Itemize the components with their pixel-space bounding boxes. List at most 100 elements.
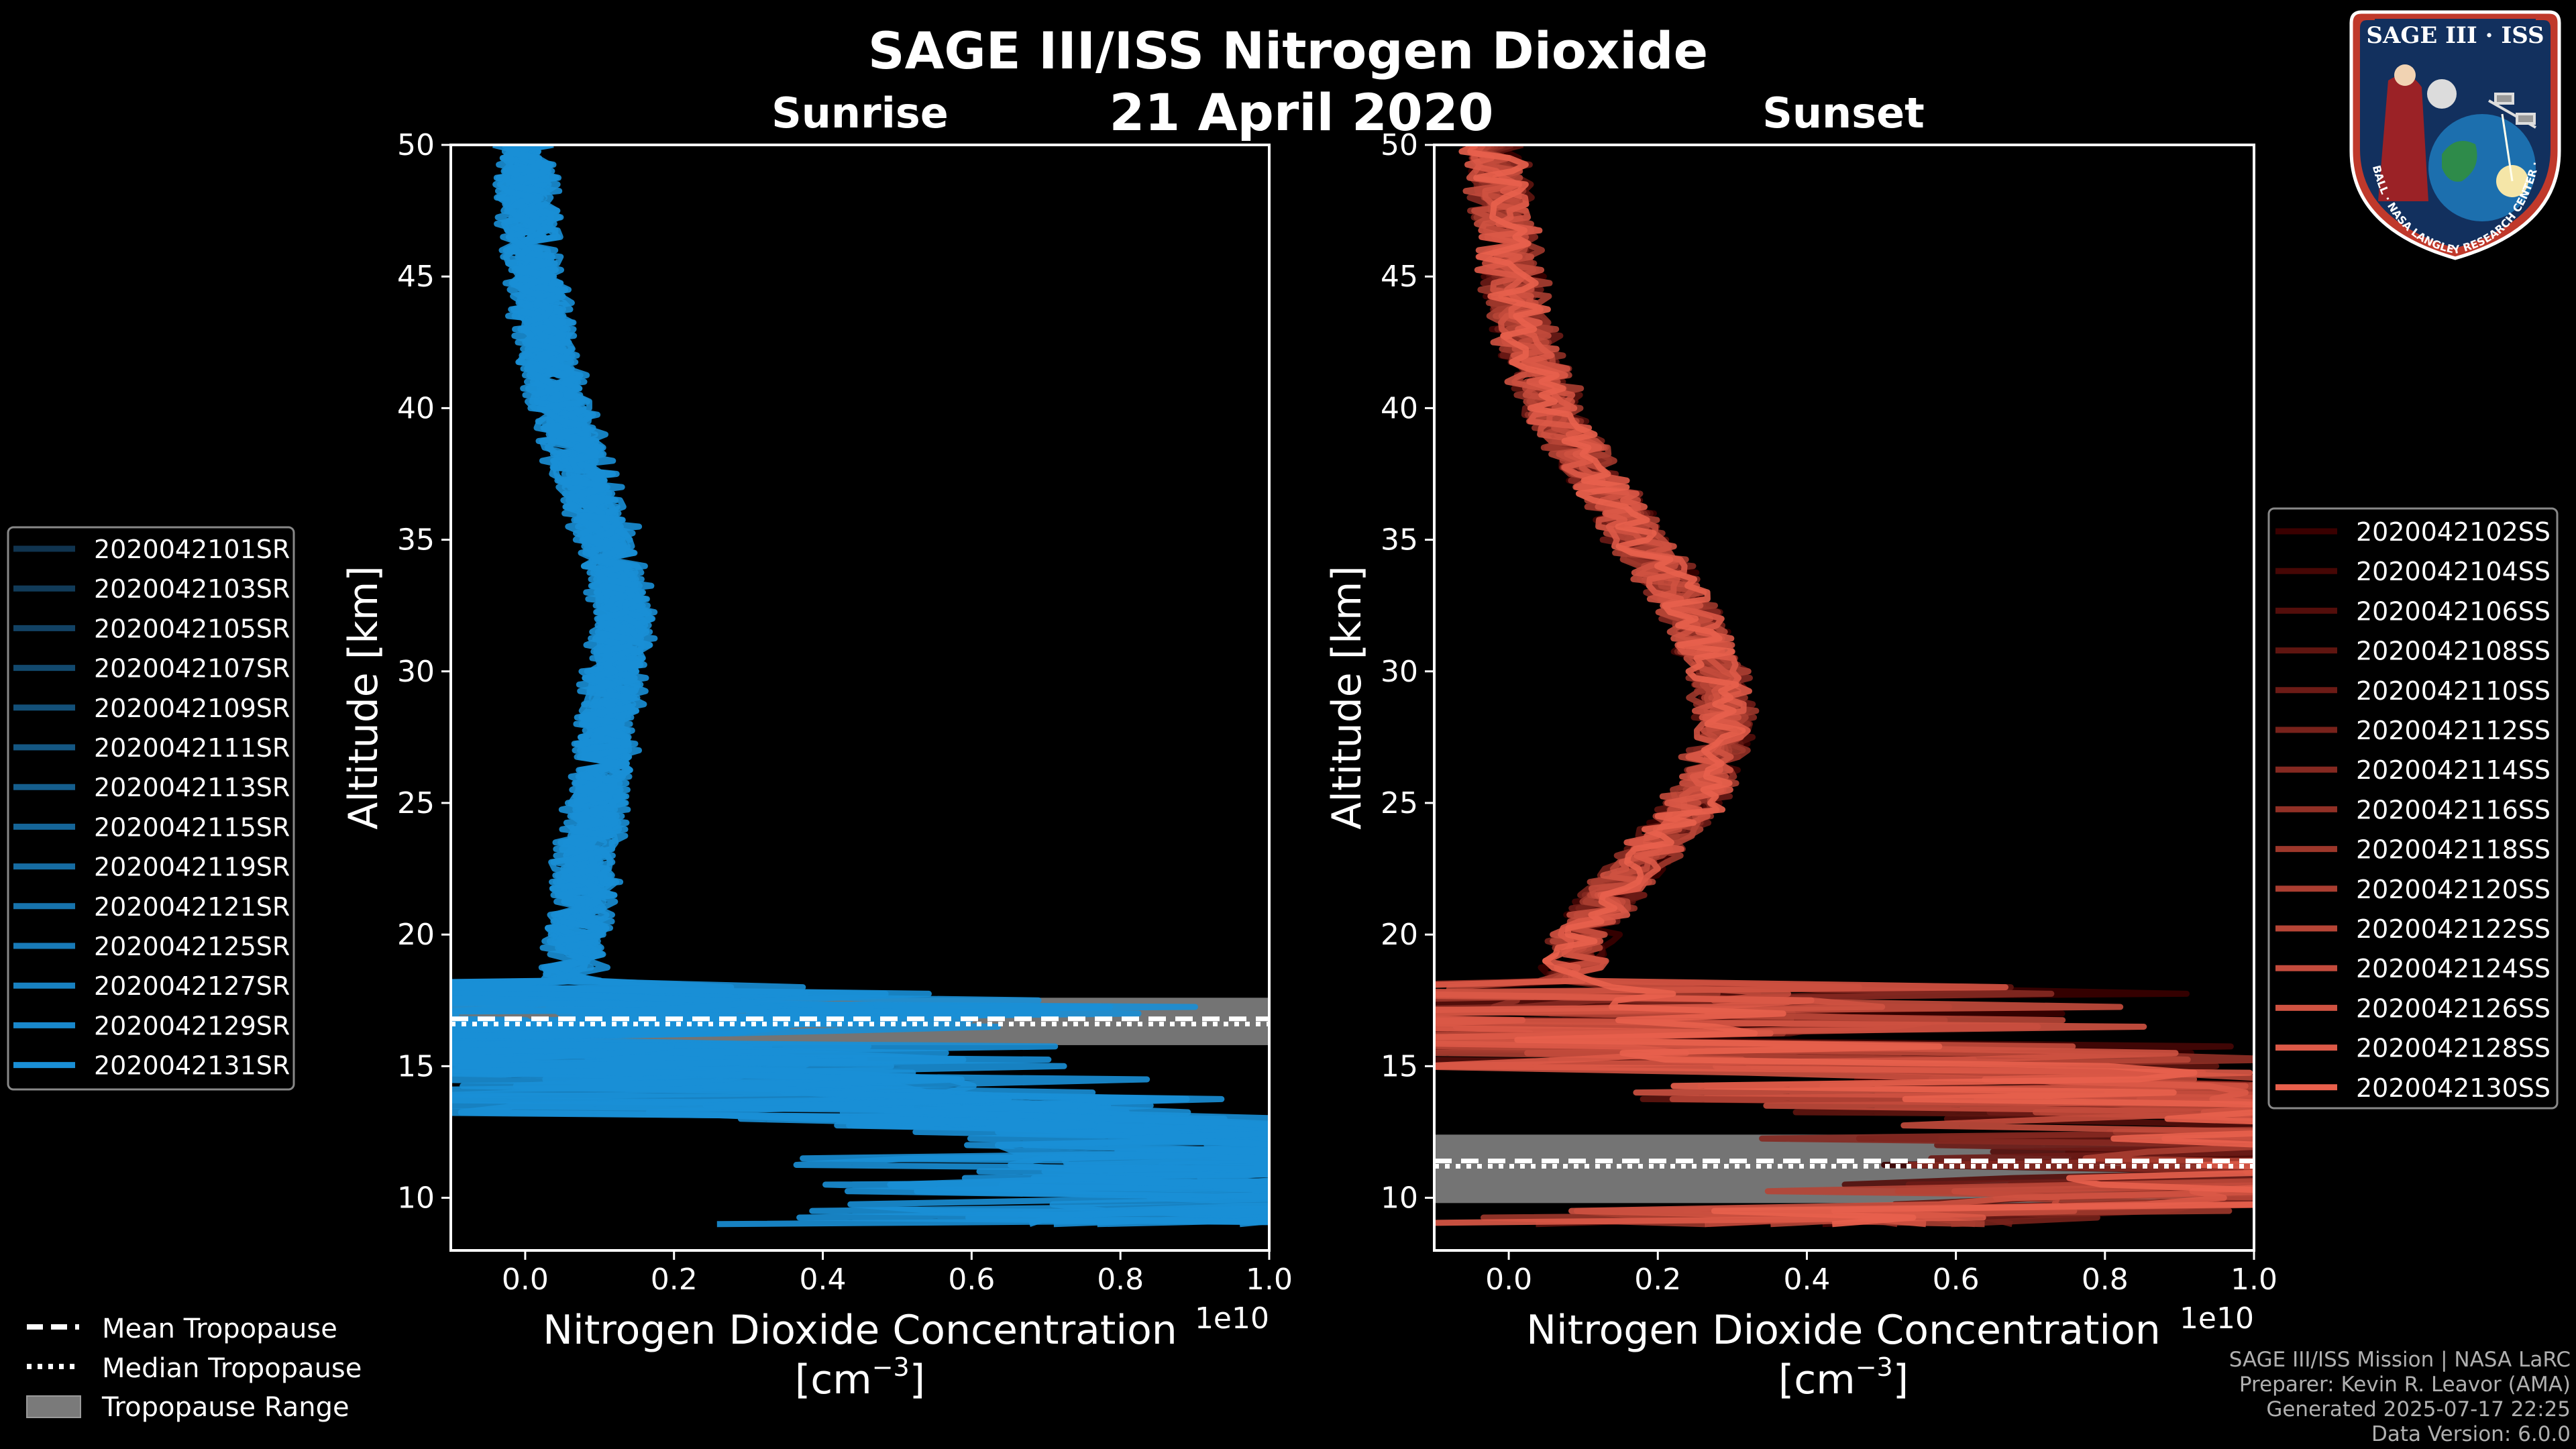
sunset-y-tick-label: 10 <box>1381 1181 1418 1216</box>
sunrise-legend-label: 2020042127SR <box>94 971 290 1001</box>
sunset-legend-label: 2020042116SS <box>2356 795 2551 824</box>
sunrise-legend: 2020042101SR 2020042103SR 2020042105SR 2020… <box>7 526 295 1091</box>
sunset-x-tick-label: 0.6 <box>1933 1263 1980 1297</box>
sunrise-unit-exp: −3 <box>872 1352 910 1382</box>
logo-light-ray <box>2501 113 2514 182</box>
sunrise-x-tick-label: 0.4 <box>800 1263 847 1297</box>
sunrise-legend-label: 2020042101SR <box>94 535 290 564</box>
sunrise-y-tick-label: 50 <box>397 128 435 162</box>
sunrise-x-tick-label: 0.2 <box>651 1263 698 1297</box>
sunrise-legend-label: 2020042125SR <box>94 932 290 961</box>
sunset-y-tick-label: 25 <box>1381 786 1418 820</box>
footer-mission: SAGE III/ISS Mission | NASA LaRC <box>2229 1348 2571 1372</box>
sunrise-y-axis-label: Altitude [km] <box>340 566 387 830</box>
sunset-legend-label: 2020042106SS <box>2356 596 2551 626</box>
sunset-x-tick-label: 0.2 <box>1634 1263 1681 1297</box>
sunset-legend-label: 2020042124SS <box>2356 954 2551 983</box>
sunrise-legend-label: 2020042109SR <box>94 694 290 723</box>
sunrise-legend-label: 2020042131SR <box>94 1051 290 1081</box>
sunset-y-tick-label: 30 <box>1381 655 1418 689</box>
sunset-series-line-2020042130SS <box>1458 145 2254 1228</box>
median-tropopause-label: Median Tropopause <box>102 1353 362 1384</box>
sunrise-legend-label: 2020042105SR <box>94 614 290 643</box>
sunset-y-tick-label: 45 <box>1381 260 1418 294</box>
footer-credits: SAGE III/ISS Mission | NASA LaRC Prepare… <box>2229 1348 2571 1446</box>
logo-moon <box>2427 79 2457 109</box>
sunset-plot: 0.0 0.2 0.4 0.6 0.8 1.0 10 15 20 25 30 35 40 45 50 <box>1381 128 2277 1297</box>
sunset-x-axis-label: Nitrogen Dioxide Concentration <box>1526 1307 2161 1354</box>
sunrise-y-tick-label: 45 <box>397 260 435 294</box>
sunset-legend: 2020042102SS 2020042104SS 2020042106SS 2020… <box>2267 507 2559 1110</box>
tropopause-range-label: Tropopause Range <box>101 1392 350 1423</box>
sunrise-unit-close: ] <box>910 1356 925 1403</box>
sunset-y-tick-label: 50 <box>1381 128 1418 162</box>
sunset-legend-label: 2020042122SS <box>2356 914 2551 944</box>
sunrise-legend-label: 2020042121SR <box>94 892 290 922</box>
sunset-series-lines <box>1434 145 2254 1228</box>
sunset-x-tick-label: 0.8 <box>2082 1263 2129 1297</box>
sunset-legend-label: 2020042108SS <box>2356 637 2551 666</box>
sunset-legend-label: 2020042128SS <box>2356 1034 2551 1063</box>
sunset-y-tick-label: 35 <box>1381 523 1418 557</box>
sunset-y-tick-label: 40 <box>1381 391 1418 425</box>
sunrise-x-tick-label: 0.6 <box>948 1263 995 1297</box>
sunrise-x-axis-unit: [cm−3] <box>795 1352 925 1403</box>
sunset-x-tick-label: 0.0 <box>1485 1263 1532 1297</box>
sunrise-offset-text: 1e10 <box>1195 1301 1269 1336</box>
sunrise-unit-open: [cm <box>795 1356 872 1403</box>
sunrise-y-tick-label: 20 <box>397 918 435 952</box>
logo-figure-head <box>2394 64 2416 86</box>
sunrise-x-axis-label: Nitrogen Dioxide Concentration <box>543 1307 1177 1354</box>
tropopause-range-swatch <box>26 1395 81 1418</box>
sunset-unit-open: [cm <box>1778 1356 1856 1403</box>
sunset-legend-label: 2020042104SS <box>2356 557 2551 586</box>
sunrise-legend-frame <box>7 526 295 1091</box>
sunset-legend-label: 2020042118SS <box>2356 835 2551 865</box>
sunrise-legend-label: 2020042119SR <box>94 853 290 882</box>
sunset-legend-label: 2020042114SS <box>2356 755 2551 785</box>
sunset-y-tick-label: 20 <box>1381 918 1418 952</box>
logo-earth-land <box>2442 141 2477 182</box>
sunset-axes-frame <box>1433 144 2255 1252</box>
sunrise-x-tick-label: 1.0 <box>1246 1263 1293 1297</box>
sunset-legend-label: 2020042110SS <box>2356 676 2551 706</box>
sunset-x-tick-label: 1.0 <box>2231 1263 2277 1297</box>
logo-robed-figure <box>2378 75 2428 201</box>
footer-version: Data Version: 6.0.0 <box>2371 1422 2571 1446</box>
sunrise-legend-label: 2020042103SR <box>94 574 290 604</box>
sunset-panel-title: Sunset <box>1762 89 1925 138</box>
sunrise-legend-label: 2020042113SR <box>94 773 290 802</box>
sunset-legend-frame <box>2267 507 2559 1110</box>
sunset-y-axis-label: Altitude [km] <box>1324 566 1371 830</box>
sunset-x-axis-unit: [cm−3] <box>1778 1352 1909 1403</box>
sunset-legend-label: 2020042112SS <box>2356 716 2551 745</box>
tropopause-legend: Mean Tropopause Median Tropopause Tropop… <box>26 1313 362 1423</box>
sunrise-legend-label: 2020042107SR <box>94 654 290 684</box>
sunrise-x-tick-label: 0.8 <box>1097 1263 1144 1297</box>
sunrise-y-tick-label: 15 <box>397 1049 435 1083</box>
sunrise-y-tick-label: 40 <box>397 391 435 425</box>
sunset-x-tick-label: 0.4 <box>1783 1263 1830 1297</box>
figure-date: 21 April 2020 <box>1109 83 1493 142</box>
sunset-legend-label: 2020042126SS <box>2356 994 2551 1023</box>
logo-title-banner <box>2375 19 2536 50</box>
logo-title: SAGE III · ISS <box>2366 22 2544 49</box>
sunrise-legend-label: 2020042129SR <box>94 1011 290 1040</box>
sunrise-axes-frame <box>449 144 1271 1252</box>
sunrise-y-tick-label: 10 <box>397 1181 435 1216</box>
sunrise-y-tick-label: 30 <box>397 655 435 689</box>
sunrise-y-tick-label: 35 <box>397 523 435 557</box>
sunset-unit-close: ] <box>1893 1356 1909 1403</box>
sunrise-legend-label: 2020042115SR <box>94 812 290 842</box>
sunset-legend-label: 2020042102SS <box>2356 517 2551 547</box>
logo-iss-station <box>2488 93 2536 129</box>
footer-generated: Generated 2025-07-17 22:25 <box>2266 1397 2571 1421</box>
sunset-unit-exp: −3 <box>1856 1352 1893 1382</box>
sunrise-plot: 0.0 0.2 0.4 0.6 0.8 1.0 10 15 20 25 30 35 40 45 50 <box>397 128 1293 1297</box>
sunset-legend-label: 2020042120SS <box>2356 875 2551 904</box>
sunset-legend-label: 2020042130SS <box>2356 1073 2551 1103</box>
sunset-offset-text: 1e10 <box>2180 1301 2254 1336</box>
sunrise-legend-label: 2020042111SR <box>94 733 290 763</box>
sunrise-series-line-2020042131SR <box>451 145 1269 1192</box>
